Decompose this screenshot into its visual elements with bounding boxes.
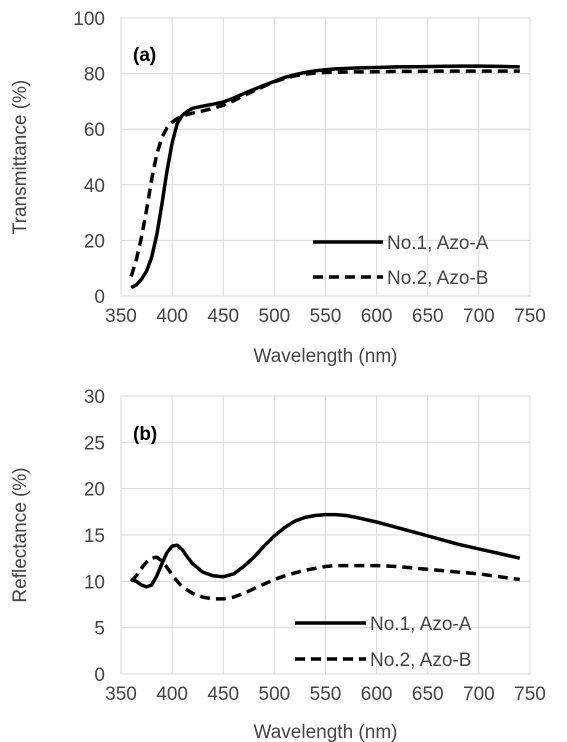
series-line-1 bbox=[130, 512, 521, 589]
x-tick-label: 650 bbox=[412, 306, 444, 327]
y-tick-label: 25 bbox=[84, 433, 105, 454]
y-axis-title: Reflectance (%) bbox=[10, 467, 31, 602]
x-axis-title: Wavelength (nm) bbox=[254, 722, 398, 742]
panel-label: (b) bbox=[133, 424, 157, 445]
chart-panel-2: 350 400 450 500 550 600 650 700 750 0 5 10 15 20 25 30 W… bbox=[10, 387, 546, 742]
panel-label: (a) bbox=[133, 45, 156, 66]
y-tick-label: 5 bbox=[94, 619, 105, 640]
y-tick-label: 0 bbox=[94, 287, 105, 308]
legend: No.1, Azo-A No.2, Azo-B bbox=[313, 233, 489, 289]
y-tick-label: 100 bbox=[73, 9, 105, 30]
y-axis-title: Transmittance (%) bbox=[10, 80, 31, 235]
x-axis-title: Wavelength (nm) bbox=[254, 346, 398, 367]
x-tick-label: 550 bbox=[310, 306, 342, 327]
y-tick-label: 0 bbox=[94, 665, 105, 686]
y-tick-label: 80 bbox=[84, 65, 105, 86]
chart-panel-1: 350 400 450 500 550 600 650 700 750 0 20 40 60 80 100 W… bbox=[10, 9, 546, 367]
x-tick-label: 450 bbox=[207, 306, 239, 327]
y-tick-label: 20 bbox=[84, 231, 105, 252]
x-tick-label: 600 bbox=[361, 684, 393, 705]
y-tick-label: 10 bbox=[84, 572, 105, 593]
y-tick-label: 20 bbox=[84, 480, 105, 501]
y-tick-label: 40 bbox=[84, 176, 105, 197]
legend-label: No.2, Azo-B bbox=[387, 268, 488, 289]
series-line-2 bbox=[129, 69, 520, 278]
x-tick-label: 450 bbox=[207, 684, 239, 705]
legend-label: No.1, Azo-A bbox=[387, 233, 489, 254]
x-tick-label: 500 bbox=[259, 306, 291, 327]
x-tick-label: 700 bbox=[463, 684, 495, 705]
x-tick-label: 400 bbox=[156, 306, 188, 327]
x-tick-label: 700 bbox=[463, 306, 495, 327]
x-tick-label: 500 bbox=[259, 684, 291, 705]
plot-area bbox=[120, 395, 531, 675]
x-tick-label: 350 bbox=[105, 684, 137, 705]
y-tick-label: 15 bbox=[84, 526, 105, 547]
legend-label: No.2, Azo-B bbox=[370, 650, 471, 671]
x-tick-label: 350 bbox=[105, 306, 137, 327]
y-tick-label: 30 bbox=[84, 387, 105, 408]
x-tick-label: 400 bbox=[156, 684, 188, 705]
x-tick-label: 750 bbox=[514, 684, 546, 705]
legend: No.1, Azo-A No.2, Azo-B bbox=[295, 614, 472, 671]
legend-label: No.1, Azo-A bbox=[370, 614, 472, 635]
series-line-2 bbox=[129, 555, 521, 601]
x-tick-label: 600 bbox=[361, 306, 393, 327]
x-tick-label: 650 bbox=[412, 684, 444, 705]
y-tick-label: 60 bbox=[84, 120, 105, 141]
plot-area bbox=[120, 17, 531, 297]
x-tick-label: 750 bbox=[514, 306, 546, 327]
x-tick-label: 550 bbox=[310, 684, 342, 705]
